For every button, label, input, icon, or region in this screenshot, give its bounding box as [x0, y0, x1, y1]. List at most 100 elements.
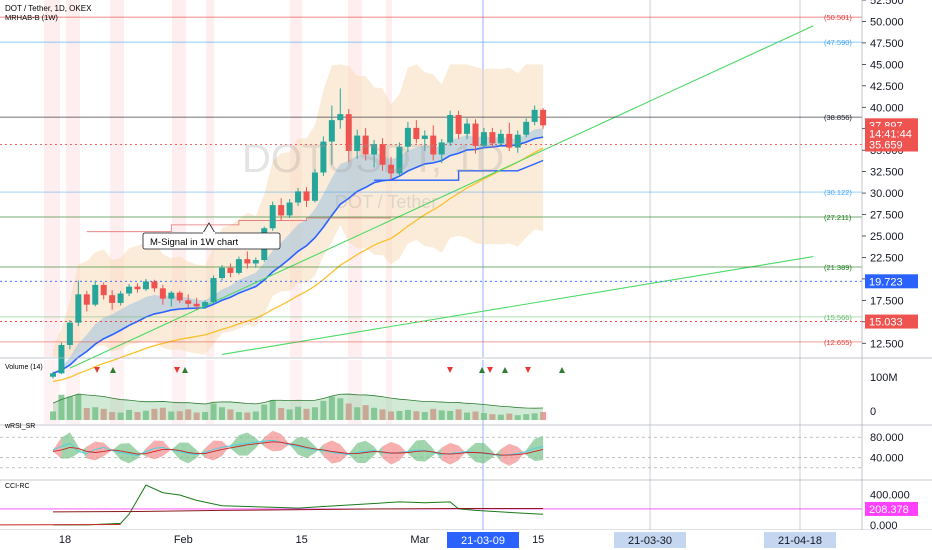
level-label-7: (12.655)	[824, 338, 852, 347]
volume-bar-16	[185, 409, 192, 420]
candle-14	[168, 290, 175, 307]
level-label-4: (27.211)	[824, 213, 852, 222]
indicator-subtitle: MRHAB-B (1W)	[5, 13, 58, 22]
candle-body	[362, 135, 369, 155]
candle-body	[235, 259, 242, 273]
candle-body	[202, 302, 209, 307]
date-tag-0: 21-03-09	[447, 532, 519, 548]
candle-47	[447, 110, 454, 146]
candle-51	[480, 127, 487, 149]
rsi-red-line	[52, 441, 544, 456]
rsi-wave-2	[69, 432, 79, 459]
candle-body	[210, 278, 217, 303]
price-tag-bg	[865, 137, 918, 152]
candle-body	[311, 172, 318, 201]
rsi-wave-5	[95, 441, 104, 461]
volume-bar-32	[320, 400, 327, 420]
candle-body	[354, 135, 361, 152]
volume-bar-2	[66, 396, 73, 420]
candle-body	[421, 135, 428, 140]
cci-tag-bg	[865, 501, 918, 516]
candle-45	[430, 125, 437, 161]
cci-line	[53, 484, 544, 526]
candle-body	[497, 133, 504, 144]
labels-layer: DOT / Tether, 1D, OKEX MRHAB-B (1W) DOTU…	[4, 4, 504, 490]
volume-bar-11	[142, 410, 149, 420]
candle-2	[66, 320, 73, 350]
signal-blue-line	[374, 159, 544, 181]
volume-bar-40	[388, 411, 394, 420]
candle-24	[252, 257, 259, 268]
candle-48	[455, 110, 462, 140]
candle-41	[396, 142, 403, 177]
trendline-1	[221, 256, 814, 355]
candle-33	[328, 105, 335, 165]
candle-body	[117, 293, 124, 303]
candles	[50, 88, 547, 379]
candle-body	[489, 132, 496, 144]
price-tag-1: 14:41:44	[865, 126, 918, 141]
volume-bar-4	[83, 408, 90, 420]
volume-bar-30	[303, 408, 310, 420]
volume-marker-9	[559, 367, 565, 373]
candle-26	[269, 201, 276, 231]
volume-marker-1	[110, 367, 116, 373]
candle-39	[379, 138, 386, 171]
rsi-wave-44	[424, 439, 434, 462]
volume-bar-56	[523, 414, 530, 420]
volume-average-line	[52, 393, 544, 409]
volume-bar-20	[219, 407, 225, 420]
candle-body	[75, 294, 82, 323]
candle-body	[472, 123, 479, 146]
price-tag-2: 35.659	[865, 137, 918, 152]
candle-16	[185, 294, 192, 309]
volume-bar-3	[75, 394, 82, 420]
rsi-wave-1	[61, 432, 70, 459]
rsi-wave-27	[281, 433, 290, 451]
volume-bar-52	[489, 414, 496, 420]
highlight-vol-4	[206, 360, 214, 424]
candle-body	[430, 135, 437, 155]
candle-body	[464, 123, 471, 134]
price-tick-1: 50.000	[870, 16, 904, 28]
cci-panel-label: CCI-RC	[5, 483, 30, 490]
ema-slow-line	[52, 136, 544, 375]
price-tag-bg	[865, 126, 918, 141]
candle-body	[404, 127, 411, 147]
price-tag-3: 19.723	[865, 274, 918, 289]
candle-body	[278, 205, 285, 216]
candle-56	[523, 118, 530, 138]
volume-marker-8	[525, 367, 531, 373]
volume-bar-50	[472, 411, 479, 420]
candle-23	[244, 251, 251, 269]
candle-36	[354, 129, 361, 159]
highlight-vol-7	[386, 360, 392, 424]
candle-55	[514, 130, 521, 153]
price-tick-14: 17.500	[870, 295, 904, 307]
candle-5	[92, 280, 99, 307]
candle-body	[413, 127, 420, 140]
volume-bar-49	[464, 412, 471, 420]
price-panel	[52, 25, 814, 383]
candle-body	[480, 132, 487, 146]
volume-bar-10	[134, 412, 141, 420]
volume-bar-26	[269, 400, 276, 420]
candle-body	[134, 286, 141, 290]
volume-bar-24	[252, 411, 259, 420]
annotation-callout[interactable]: M-Signal in 1W chart	[142, 222, 281, 250]
level-label-0: (50.501)	[824, 13, 852, 22]
candle-body	[244, 259, 251, 264]
time-tick-2: 15	[295, 534, 307, 546]
level-label-5: (21.389)	[824, 263, 852, 272]
candle-body	[295, 191, 302, 203]
volume-bar-37	[362, 405, 369, 420]
price-tick-2: 47.500	[870, 38, 904, 50]
candle-18	[202, 300, 209, 309]
candle-body	[506, 133, 513, 148]
volume-panel	[50, 367, 565, 420]
candle-body	[109, 295, 116, 303]
highlight-col-1	[66, 0, 80, 357]
bollinger-band	[53, 64, 544, 358]
